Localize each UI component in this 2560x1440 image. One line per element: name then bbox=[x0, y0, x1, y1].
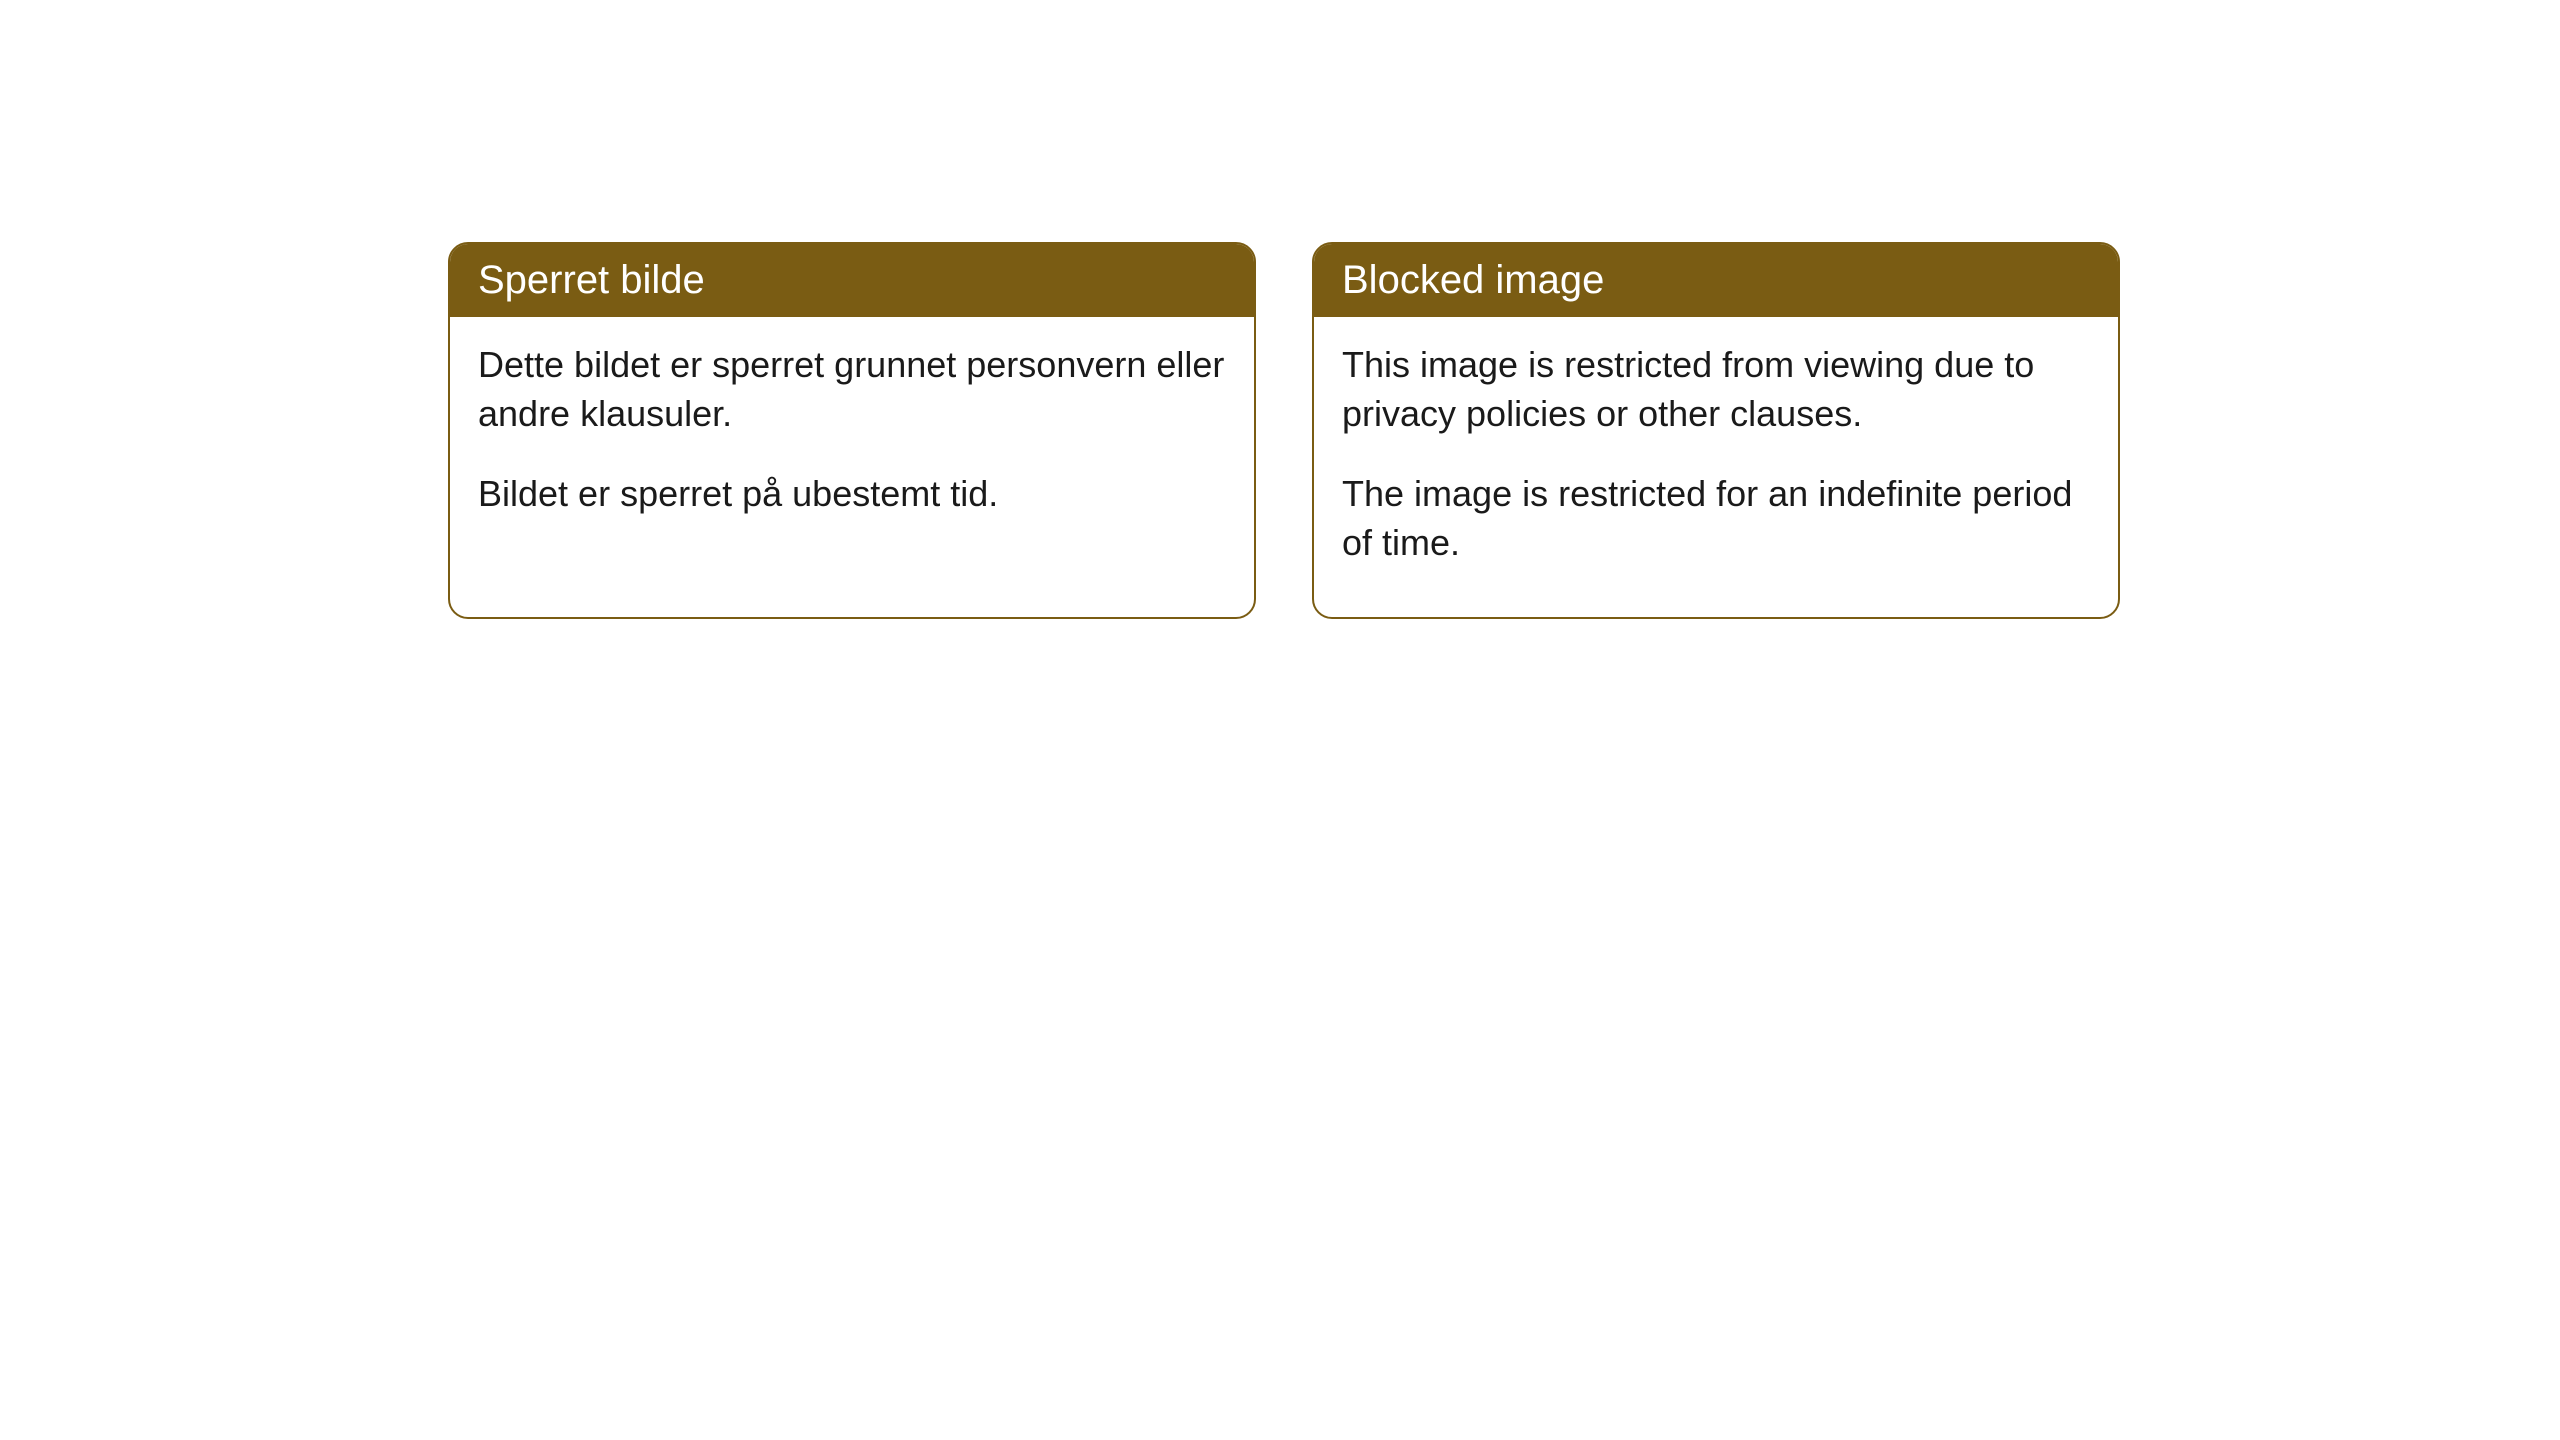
card-title: Blocked image bbox=[1342, 258, 1604, 302]
card-title: Sperret bilde bbox=[478, 258, 705, 302]
card-header: Blocked image bbox=[1314, 244, 2118, 317]
card-body: Dette bildet er sperret grunnet personve… bbox=[450, 317, 1254, 569]
card-paragraph: This image is restricted from viewing du… bbox=[1342, 341, 2090, 438]
notice-cards-container: Sperret bilde Dette bildet er sperret gr… bbox=[448, 242, 2120, 619]
card-body: This image is restricted from viewing du… bbox=[1314, 317, 2118, 617]
card-header: Sperret bilde bbox=[450, 244, 1254, 317]
blocked-image-card-norwegian: Sperret bilde Dette bildet er sperret gr… bbox=[448, 242, 1256, 619]
blocked-image-card-english: Blocked image This image is restricted f… bbox=[1312, 242, 2120, 619]
card-paragraph: Dette bildet er sperret grunnet personve… bbox=[478, 341, 1226, 438]
card-paragraph: Bildet er sperret på ubestemt tid. bbox=[478, 470, 1226, 519]
card-paragraph: The image is restricted for an indefinit… bbox=[1342, 470, 2090, 567]
